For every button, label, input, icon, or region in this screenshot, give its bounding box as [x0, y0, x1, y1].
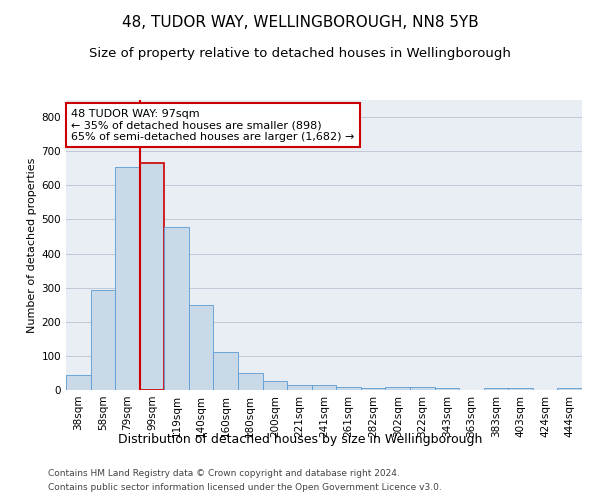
Bar	[287, 385, 312, 390]
Text: 48, TUDOR WAY, WELLINGBOROUGH, NN8 5YB: 48, TUDOR WAY, WELLINGBOROUGH, NN8 5YB	[122, 15, 478, 30]
Bar	[312, 385, 336, 390]
Y-axis label: Number of detached properties: Number of detached properties	[28, 158, 37, 332]
Bar	[214, 352, 238, 390]
Bar	[189, 304, 214, 390]
Bar	[91, 290, 115, 390]
Text: Size of property relative to detached houses in Wellingborough: Size of property relative to detached ho…	[89, 48, 511, 60]
Bar	[336, 386, 361, 390]
Bar	[508, 388, 533, 390]
Bar	[164, 227, 189, 390]
Bar	[238, 373, 263, 390]
Bar	[361, 388, 385, 390]
Text: Contains HM Land Registry data © Crown copyright and database right 2024.: Contains HM Land Registry data © Crown c…	[48, 468, 400, 477]
Bar	[66, 374, 91, 390]
Bar	[115, 166, 140, 390]
Text: Contains public sector information licensed under the Open Government Licence v3: Contains public sector information licen…	[48, 484, 442, 492]
Text: Distribution of detached houses by size in Wellingborough: Distribution of detached houses by size …	[118, 432, 482, 446]
Bar	[434, 388, 459, 390]
Bar	[140, 163, 164, 390]
Bar	[410, 388, 434, 390]
Bar	[484, 388, 508, 390]
Bar	[263, 382, 287, 390]
Bar	[557, 388, 582, 390]
Bar	[385, 388, 410, 390]
Text: 48 TUDOR WAY: 97sqm
← 35% of detached houses are smaller (898)
65% of semi-detac: 48 TUDOR WAY: 97sqm ← 35% of detached ho…	[71, 108, 355, 142]
